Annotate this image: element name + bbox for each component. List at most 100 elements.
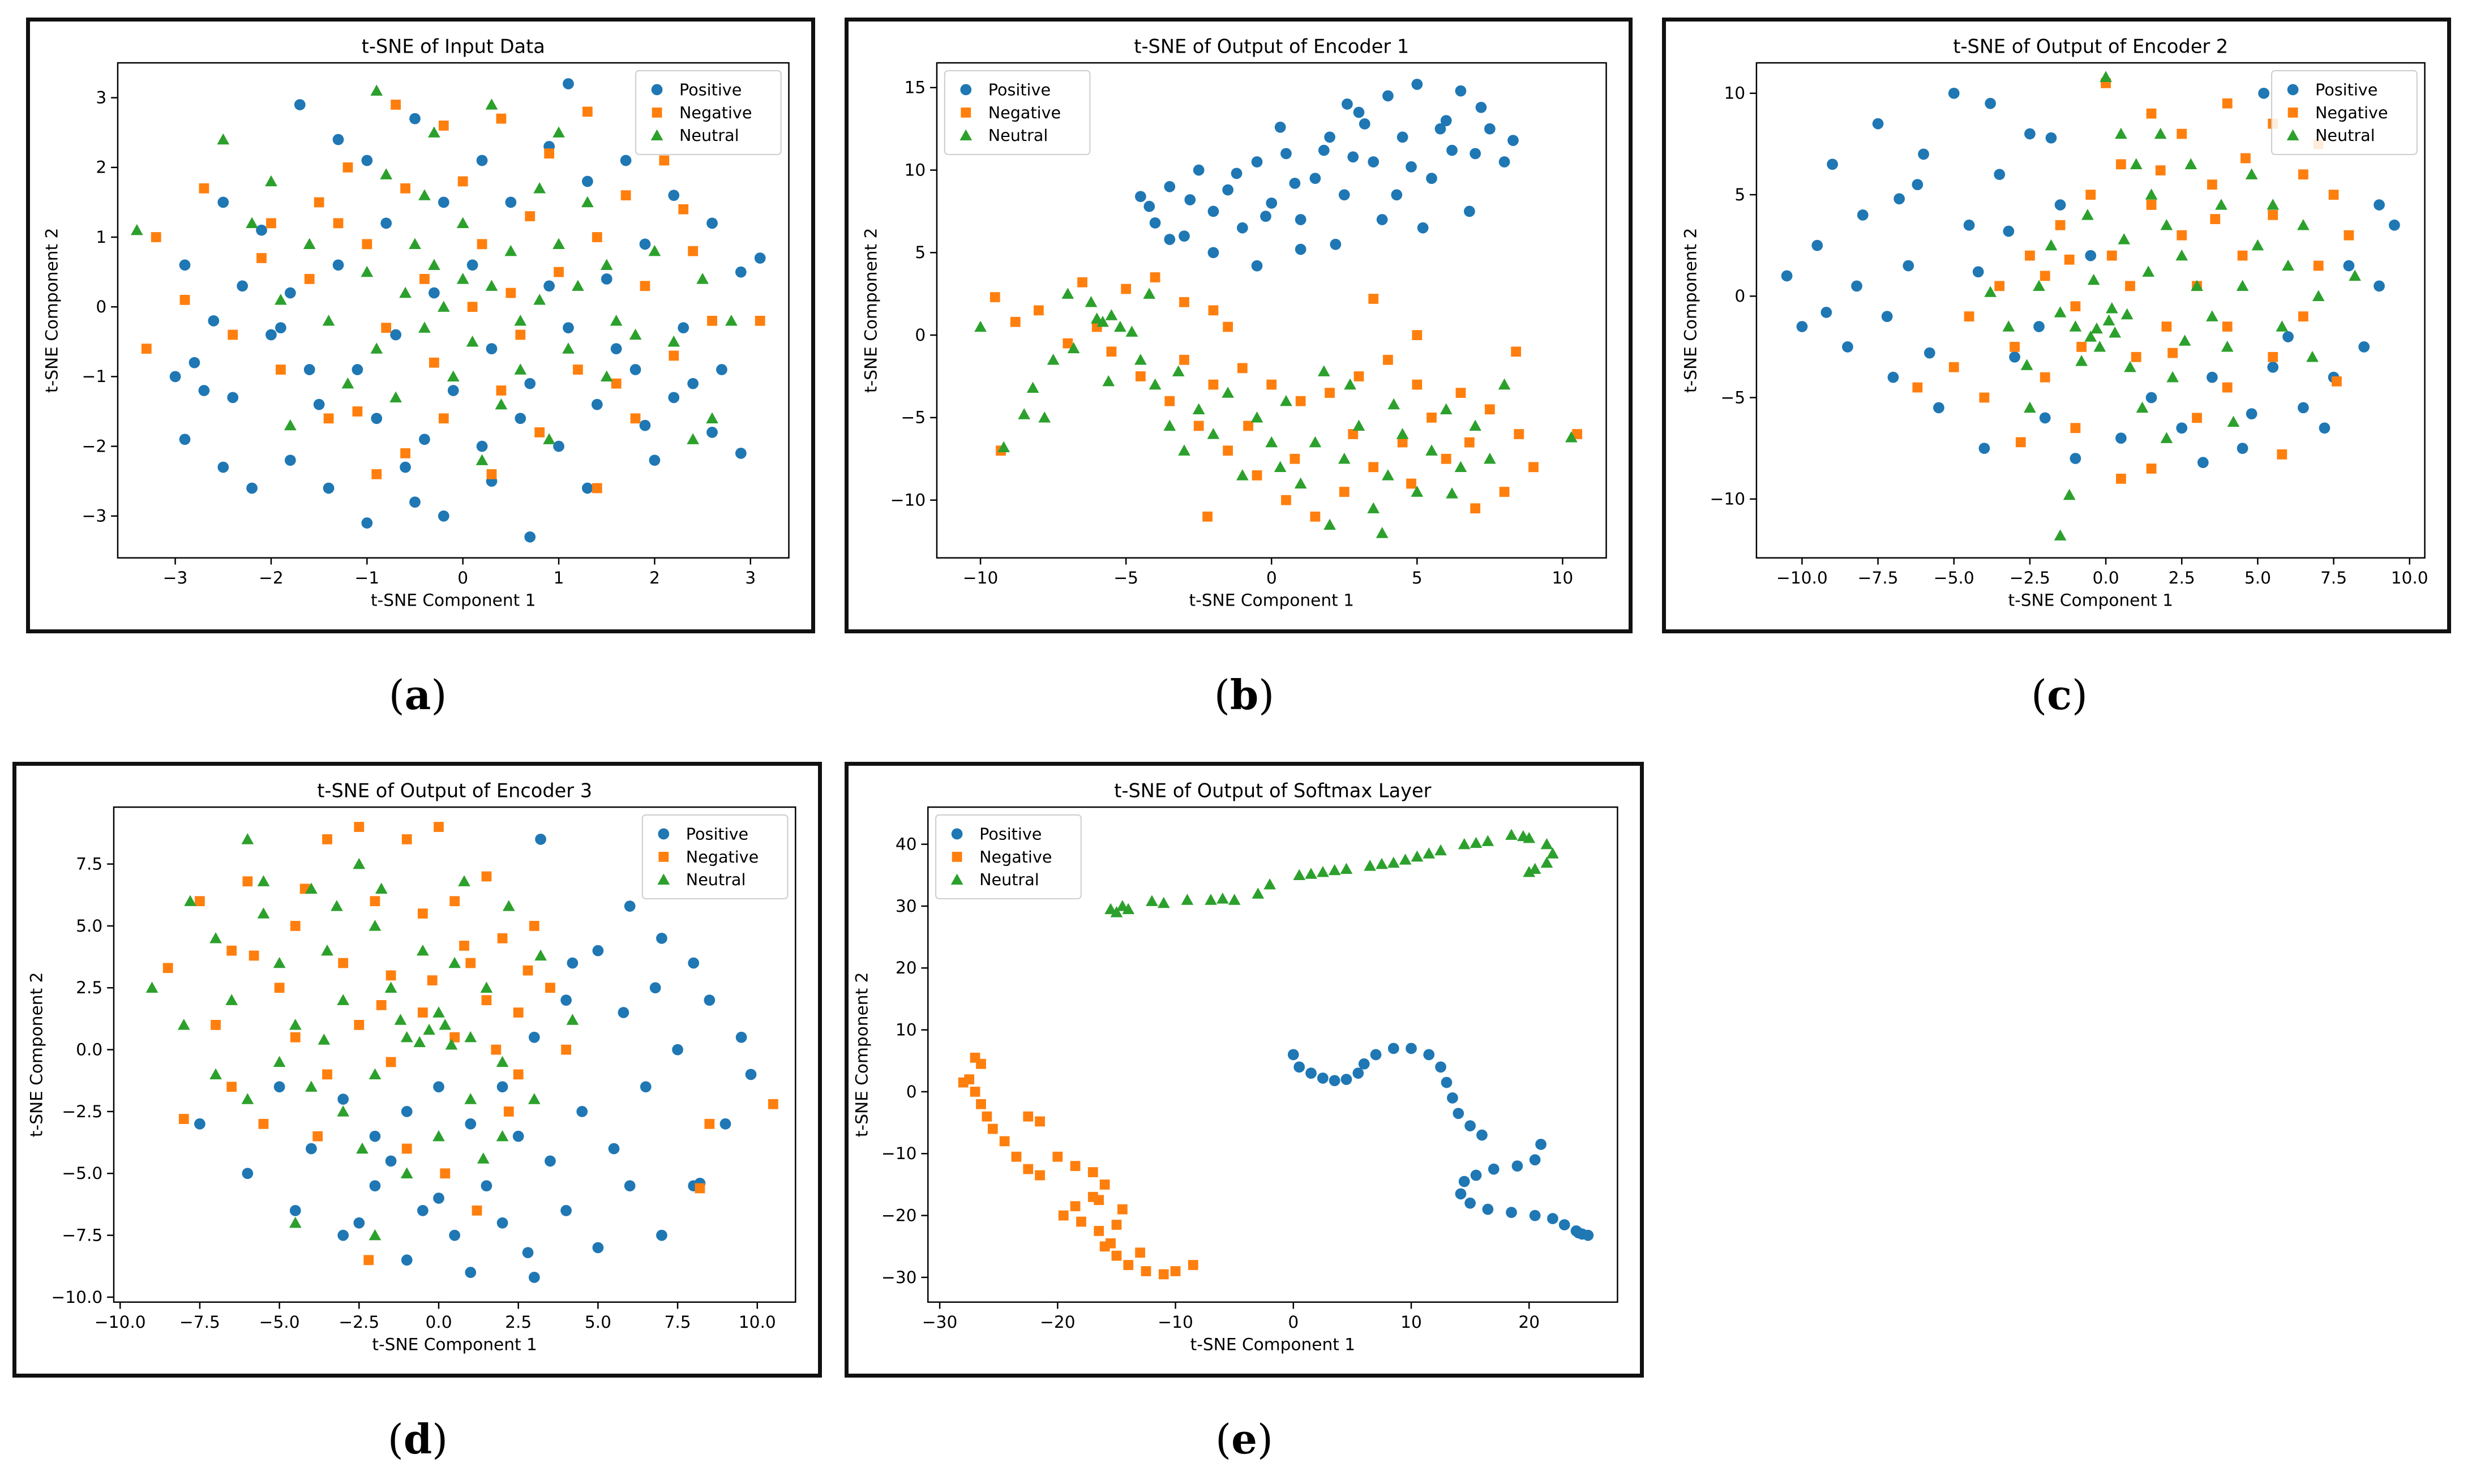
- negative-point: [976, 1099, 986, 1109]
- legend: Positive Negative Neutral: [2271, 70, 2418, 155]
- positive-point: [1134, 191, 1146, 203]
- positive-point: [678, 322, 689, 334]
- negative-point: [987, 1123, 998, 1134]
- positive-point: [465, 1118, 477, 1130]
- neutral-point: [2251, 239, 2264, 251]
- negative-point: [1348, 429, 1359, 439]
- negative-point: [496, 113, 507, 124]
- legend-label-neutral: Neutral: [988, 126, 1048, 145]
- positive-point: [438, 196, 449, 208]
- positive-point: [528, 1272, 540, 1283]
- neutral-point: [514, 363, 527, 375]
- neutral-point: [2033, 280, 2045, 291]
- neutral-point: [495, 398, 508, 410]
- positive-point: [528, 1031, 540, 1043]
- positive-point: [337, 1093, 349, 1105]
- neutral-point: [1344, 378, 1356, 390]
- x-tick-label: 5.0: [585, 1313, 611, 1332]
- plot-area-frame: [113, 806, 796, 1303]
- negative-point: [2015, 437, 2026, 448]
- positive-point: [1820, 307, 1832, 318]
- y-tick-label: 0: [1734, 286, 1745, 306]
- neutral-point: [418, 189, 431, 200]
- positive-point: [592, 1242, 604, 1254]
- x-tick-label: −3: [163, 568, 188, 587]
- x-tick-label: 10: [1552, 568, 1574, 587]
- positive-point: [1464, 205, 1475, 217]
- neutral-point: [1411, 850, 1424, 862]
- positive-point: [2388, 219, 2400, 231]
- neutral-point: [447, 370, 460, 382]
- neutral-point: [1323, 518, 1336, 530]
- negative-point: [385, 1057, 396, 1067]
- positive-point: [2282, 331, 2294, 342]
- neutral-point: [331, 900, 343, 911]
- positive-point: [581, 175, 593, 187]
- negative-point: [2125, 281, 2135, 291]
- chart-panel-b: t-SNE of Output of Encoder 1 −10 −5 0 5 10 −10…: [845, 18, 1633, 633]
- neutral-point: [1316, 865, 1329, 877]
- negative-point: [1099, 1241, 1110, 1252]
- negative-point: [2010, 341, 2020, 352]
- neutral-point: [318, 1033, 331, 1045]
- x-axis-label: t-SNE Component 1: [1189, 591, 1354, 610]
- positive-point: [1985, 97, 1996, 109]
- positive-point: [449, 1229, 461, 1241]
- neutral-point: [400, 1031, 413, 1043]
- neutral-point: [1146, 895, 1158, 906]
- positive-point: [208, 315, 220, 327]
- neutral-point: [687, 433, 700, 444]
- caption-b: (b): [1214, 671, 1275, 719]
- negative-point: [506, 288, 516, 298]
- negative-point: [151, 232, 161, 242]
- neutral-point: [1250, 411, 1263, 423]
- neutral-point: [1305, 868, 1317, 879]
- neutral-point: [1470, 837, 1483, 848]
- positive-point: [524, 531, 536, 543]
- legend: Positive Negative Neutral: [635, 70, 782, 155]
- negative-point: [1023, 1111, 1034, 1122]
- positive-point: [337, 1229, 349, 1241]
- neutral-point: [2178, 334, 2191, 346]
- legend-marker-neutral: [657, 873, 670, 885]
- neutral-point: [1364, 860, 1376, 871]
- y-tick-label: 5: [1734, 185, 1745, 204]
- negative-point: [178, 1114, 189, 1124]
- neutral-point: [225, 994, 238, 1005]
- negative-point: [2167, 348, 2178, 358]
- scatter-points: [145, 822, 778, 1283]
- positive-point: [1231, 168, 1243, 179]
- neutral-point: [1216, 892, 1229, 904]
- neutral-point: [2115, 127, 2127, 139]
- neutral-point: [241, 833, 254, 844]
- positive-point: [2267, 361, 2279, 373]
- y-tick-label: 10: [905, 160, 926, 179]
- negative-point: [1070, 1201, 1081, 1212]
- positive-point: [1484, 123, 1496, 135]
- negative-point: [2177, 230, 2187, 241]
- positive-point: [610, 343, 622, 354]
- positive-point: [1994, 169, 2006, 181]
- neutral-point: [696, 273, 709, 284]
- positive-point: [265, 329, 277, 341]
- positive-point: [649, 454, 661, 466]
- positive-point: [1207, 247, 1219, 259]
- negative-point: [354, 822, 365, 832]
- neutral-point: [2160, 432, 2173, 443]
- neutral-point: [464, 1031, 477, 1043]
- positive-point: [1475, 101, 1487, 113]
- negative-point: [427, 975, 438, 986]
- negative-point: [371, 469, 382, 479]
- neutral-point: [1984, 286, 1997, 297]
- negative-point: [999, 1136, 1010, 1147]
- negative-point: [1223, 445, 1233, 456]
- negative-point: [363, 1255, 374, 1266]
- positive-point: [668, 392, 680, 404]
- positive-point: [1851, 280, 1862, 292]
- positive-point: [535, 834, 546, 845]
- neutral-point: [1396, 428, 1409, 439]
- positive-point: [719, 1118, 731, 1130]
- x-tick-label: 0: [1288, 1313, 1299, 1332]
- y-axis-label: t-SNE Component 2: [27, 972, 46, 1138]
- negative-point: [352, 406, 363, 417]
